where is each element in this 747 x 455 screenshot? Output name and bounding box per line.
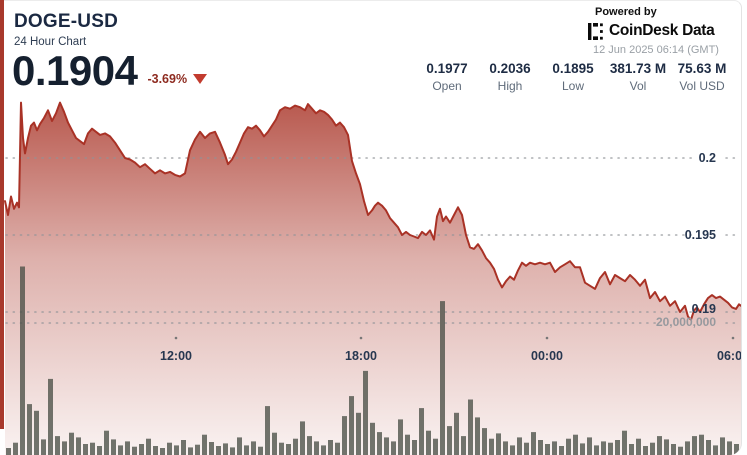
stat-open-value: 0.1977 — [426, 61, 468, 76]
chart-timestamp: 12 Jun 2025 06:14 (GMT) — [593, 44, 719, 56]
powered-by-label: Powered by — [595, 6, 657, 18]
stat-vol-value: 381.73 M — [609, 61, 667, 76]
chart-subtitle: 24 Hour Chart — [14, 36, 87, 48]
price-block: 0.1904 -3.69% — [12, 47, 208, 94]
y-axis-tick-0.195: 0.195 — [684, 228, 716, 242]
x-axis-tick-0000: 00:00 — [531, 349, 563, 363]
powered-by-block: Powered by CoinDesk Data 12 Jun 2025 06:… — [588, 6, 740, 56]
stat-vol-usd-label: Vol USD — [679, 79, 725, 93]
x-axis-tick-0600: 06:00 — [717, 349, 742, 363]
down-arrow-icon — [193, 74, 208, 85]
price-change: -3.69% — [147, 72, 208, 87]
stat-low-value: 0.1895 — [552, 61, 594, 76]
y-axis-tick-0.2: 0.2 — [698, 151, 716, 165]
stat-high-label: High — [497, 79, 523, 93]
stat-open: 0.1977 Open — [426, 61, 467, 93]
price-change-percent: -3.69% — [147, 72, 188, 87]
x-axis-tick-1200: 12:00 — [160, 349, 192, 363]
coindesk-logo-icon — [588, 22, 603, 40]
stat-vol-label: Vol — [629, 79, 647, 93]
stat-low: 0.1895 Low — [552, 61, 593, 93]
stat-low-label: Low — [561, 79, 585, 93]
stat-high-value: 0.2036 — [489, 61, 531, 76]
title-block: DOGE-USD 24 Hour Chart — [14, 11, 118, 48]
left-accent-stripe — [0, 0, 4, 429]
coindesk-brand-name: CoinDesk Data — [609, 22, 715, 39]
volume-axis-tick-20m: 20,000,000 — [655, 315, 716, 329]
coindesk-brand-link[interactable]: CoinDesk Data — [588, 22, 740, 40]
stat-vol-usd: 75.63 M Vol USD — [678, 61, 727, 93]
page-title: DOGE-USD — [14, 11, 118, 32]
y-axis-tick-0.19: 0.19 — [691, 302, 716, 316]
stat-vol: 381.73 M Vol — [610, 61, 666, 93]
x-axis-tick-1800: 18:00 — [345, 349, 377, 363]
stat-high: 0.2036 High — [489, 61, 530, 93]
current-price: 0.1904 — [12, 47, 138, 94]
stat-open-label: Open — [432, 79, 462, 93]
stat-vol-usd-value: 75.63 M — [677, 61, 727, 76]
